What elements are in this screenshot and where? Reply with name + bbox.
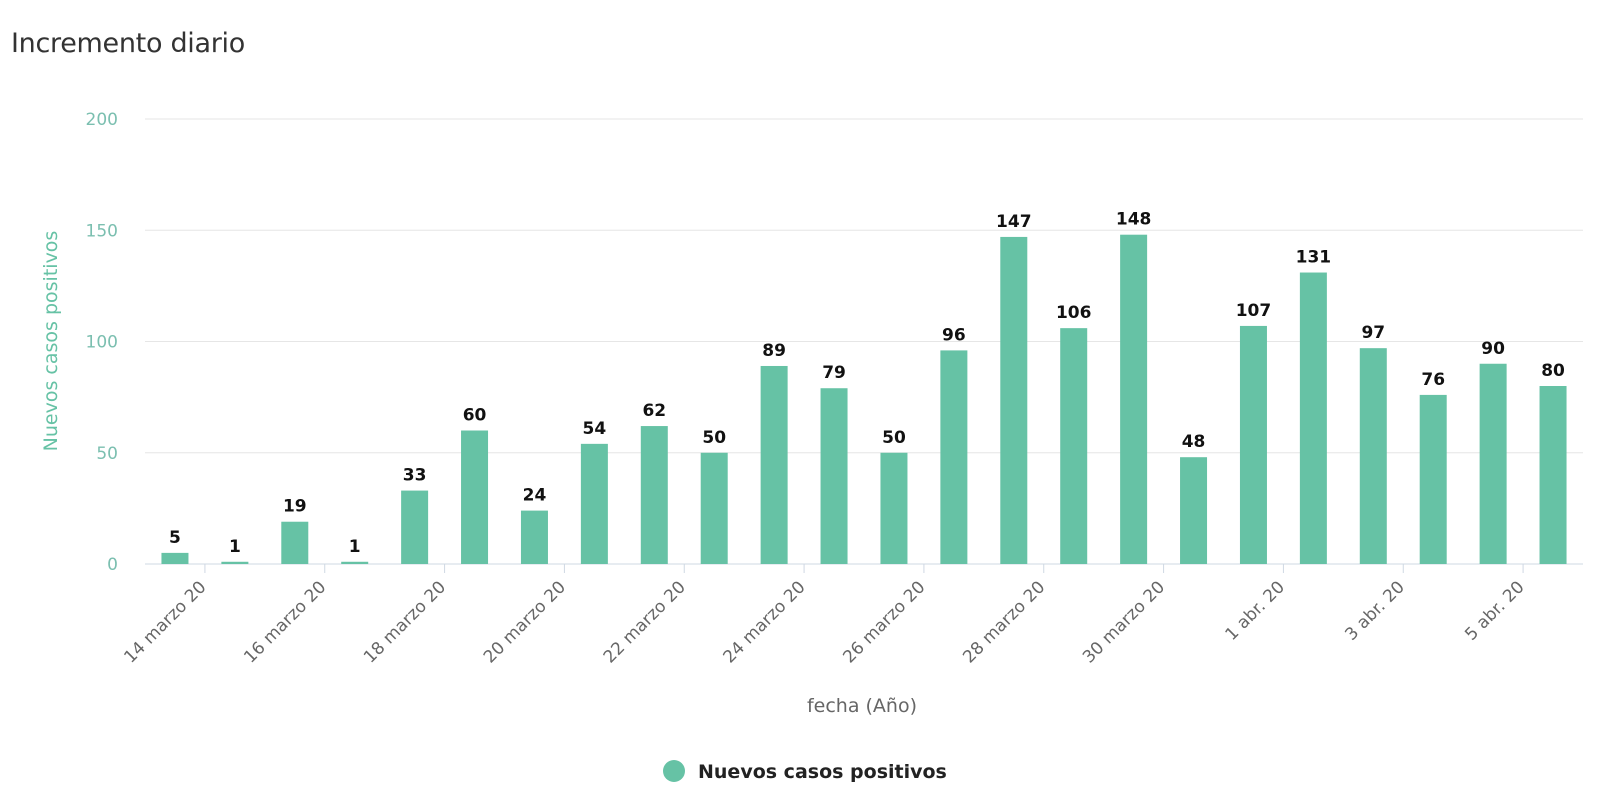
data-label: 106: [1056, 303, 1092, 323]
bar: [461, 430, 489, 564]
x-tick-label: 30 marzo 20: [1079, 577, 1169, 667]
data-labels: 5 1 19 1 33 60 24 54 62 50 89 79 50 96 147 106 148 48 107 1…: [169, 210, 1565, 557]
bar: [401, 490, 429, 564]
bar: [760, 365, 788, 564]
y-tick-label: 50: [96, 444, 118, 464]
bar: [820, 388, 848, 564]
bar: [580, 443, 608, 564]
bar: [940, 350, 968, 564]
data-label: 24: [523, 486, 547, 506]
data-label: 131: [1296, 248, 1332, 268]
y-axis-ticks: 0 50 100 150 200: [86, 110, 118, 575]
bar: [520, 510, 548, 564]
bar: [281, 521, 309, 564]
bar: [1060, 328, 1088, 564]
data-label: 62: [642, 401, 666, 421]
data-label: 48: [1182, 432, 1206, 452]
x-tick-label: 24 marzo 20: [720, 577, 810, 667]
bar: [1180, 457, 1208, 564]
x-tick-label: 18 marzo 20: [360, 577, 450, 667]
x-tick-label: 5 abr. 20: [1461, 577, 1528, 644]
data-label: 76: [1421, 370, 1445, 390]
bar: [341, 561, 369, 564]
bar: [1419, 394, 1447, 564]
data-label: 148: [1116, 210, 1152, 230]
grid-lines: [145, 118, 1583, 565]
data-label: 50: [882, 428, 906, 448]
data-label: 1: [349, 537, 361, 557]
data-label: 96: [942, 325, 966, 345]
bar: [221, 561, 249, 564]
x-tick-label: 28 marzo 20: [959, 577, 1049, 667]
bar: [1299, 272, 1327, 564]
data-label: 33: [403, 466, 427, 486]
y-axis-title: Nuevos casos positivos: [40, 231, 62, 452]
legend-marker-icon: [663, 760, 685, 782]
y-tick-label: 100: [86, 333, 118, 353]
y-tick-label: 200: [86, 110, 118, 130]
data-label: 89: [762, 341, 786, 361]
data-label: 5: [169, 528, 181, 548]
x-tick-label: 14 marzo 20: [120, 577, 210, 667]
data-label: 19: [283, 497, 307, 517]
data-label: 79: [822, 363, 846, 383]
data-label: 54: [583, 419, 607, 439]
bar: [640, 426, 668, 564]
x-tick-label: 16 marzo 20: [240, 577, 330, 667]
bars: [161, 234, 1567, 565]
data-label: 80: [1541, 361, 1565, 381]
bar: [1120, 234, 1148, 564]
data-label: 97: [1361, 323, 1385, 343]
data-label: 107: [1236, 301, 1272, 321]
x-tick-label: 20 marzo 20: [480, 577, 570, 667]
legend-label: Nuevos casos positivos: [698, 761, 947, 783]
x-tick-label: 22 marzo 20: [600, 577, 690, 667]
x-axis-ticks: 14 marzo 20 16 marzo 20 18 marzo 20 20 marz…: [120, 564, 1529, 667]
bar: [880, 452, 908, 564]
bar: [1539, 386, 1567, 564]
bar: [1359, 348, 1387, 564]
bar: [700, 452, 728, 564]
chart-title: Incremento diario: [11, 28, 245, 59]
data-label: 1: [229, 537, 241, 557]
bar: [1239, 325, 1267, 564]
data-label: 50: [702, 428, 726, 448]
data-label: 147: [996, 212, 1032, 232]
x-tick-label: 1 abr. 20: [1222, 577, 1289, 644]
legend[interactable]: Nuevos casos positivos: [663, 760, 947, 783]
data-label: 60: [463, 406, 487, 426]
y-tick-label: 0: [107, 555, 118, 575]
data-label: 90: [1481, 339, 1505, 359]
y-tick-label: 150: [86, 221, 118, 241]
bar: [1479, 363, 1507, 564]
bar: [161, 552, 189, 564]
x-tick-label: 3 abr. 20: [1341, 577, 1408, 644]
bar: [1000, 236, 1028, 565]
x-tick-label: 26 marzo 20: [839, 577, 929, 667]
x-axis-title: fecha (Año): [807, 695, 917, 717]
